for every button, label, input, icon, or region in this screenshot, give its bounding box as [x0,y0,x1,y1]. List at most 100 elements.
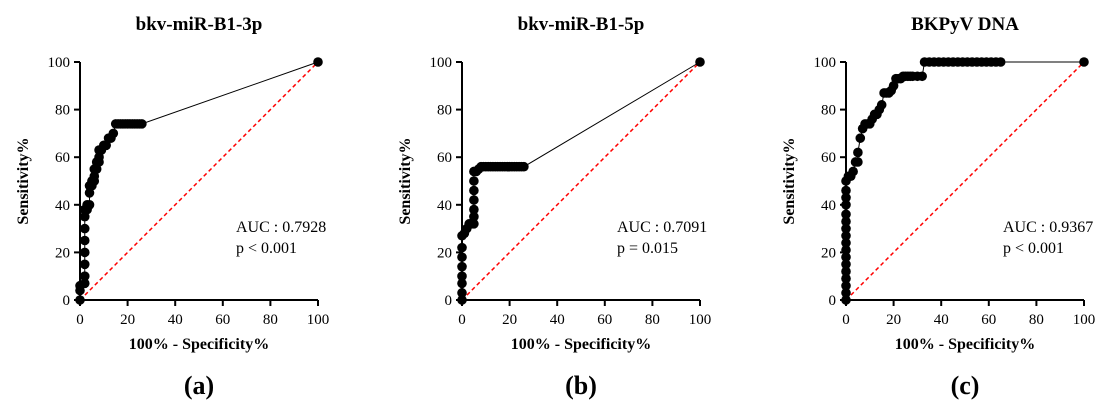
data-point [457,295,467,305]
data-point [457,252,467,262]
y-tick-label: 40 [437,198,452,214]
reference-line [79,61,319,301]
x-tick-label: 100 [689,312,712,328]
data-point [79,278,90,289]
y-tick-label: 40 [55,198,70,214]
reference-line [845,61,1085,301]
data-point [855,133,866,143]
x-tick-label: 60 [215,312,230,328]
x-axis-label: 100% - Specificity% [129,336,269,353]
y-tick-label: 80 [55,103,70,119]
data-point [75,295,85,305]
y-tick-label: 60 [55,150,70,166]
x-tick-label: 0 [842,312,850,328]
y-tick-label: 20 [821,245,836,261]
data-point [457,261,467,272]
data-point [469,185,479,196]
y-tick-label: 0 [445,293,453,309]
y-axis-label: Sensitivity% [15,137,32,224]
data-point [841,230,851,241]
data-point [841,238,851,248]
data-point [469,204,479,215]
data-point [841,192,851,203]
x-tick-label: 40 [934,312,949,328]
auc-annotation: AUC : 0.7928 [236,219,326,236]
x-tick-label: 80 [645,312,660,328]
data-point [841,185,851,196]
x-axis-label: 100% - Specificity% [895,336,1035,353]
y-tick-label: 100 [48,55,71,71]
data-point [79,247,90,258]
data-point [469,219,479,229]
data-point [457,271,467,282]
reference-line [461,61,701,301]
data-point [841,216,851,227]
data-point [848,166,858,177]
chart-title: BKPyV DNA [911,14,1019,35]
data-point [841,266,851,277]
data-point [1079,57,1089,67]
x-tick-label: 40 [550,312,565,328]
x-tick-label: 60 [597,312,612,328]
data-point [841,295,851,305]
x-tick-label: 100 [307,312,330,328]
data-point [469,176,479,186]
y-tick-label: 40 [821,198,836,214]
y-tick-label: 60 [437,150,452,166]
y-tick-label: 0 [63,293,71,309]
y-tick-label: 80 [821,103,836,119]
data-point [79,271,90,282]
data-point [841,288,851,298]
data-point [457,288,467,298]
y-tick-label: 100 [814,55,837,71]
x-tick-label: 20 [120,312,135,328]
data-point [137,119,147,129]
data-point [519,161,529,172]
data-point [313,57,323,67]
chart-title: bkv-miR-B1-3p [136,14,263,35]
data-point [853,157,863,167]
p-value-annotation: p < 0.001 [1003,240,1064,257]
data-point [108,128,119,139]
y-axis-label: Sensitivity% [781,137,798,224]
data-point [841,200,851,210]
data-point [917,71,927,82]
p-value-annotation: p < 0.001 [236,240,297,257]
x-tick-label: 40 [168,312,183,328]
data-point [841,223,851,234]
data-point [853,147,863,158]
y-tick-label: 0 [829,293,837,309]
data-point [79,235,90,246]
data-point [79,259,90,270]
x-tick-label: 20 [502,312,517,328]
data-point [695,57,705,67]
panel-label: (c) [951,371,980,400]
data-point [469,211,479,222]
data-point [841,252,851,262]
y-axis-label: Sensitivity% [397,137,414,224]
auc-annotation: AUC : 0.7091 [617,219,707,236]
x-tick-label: 20 [886,312,901,328]
x-axis-label: 100% - Specificity% [511,336,651,353]
y-tick-label: 100 [430,55,453,71]
x-tick-label: 0 [76,312,84,328]
y-tick-label: 20 [437,245,452,261]
data-point [841,259,851,270]
data-point [457,278,467,289]
x-tick-label: 80 [1029,312,1044,328]
y-tick-label: 60 [821,150,836,166]
x-tick-label: 60 [981,312,996,328]
panel-label: (a) [184,371,214,400]
x-tick-label: 0 [458,312,466,328]
y-tick-label: 20 [55,245,70,261]
panel-label: (b) [565,371,597,400]
data-point [841,209,851,220]
data-point [469,195,479,205]
y-tick-label: 80 [437,103,452,119]
data-point [876,100,887,110]
data-point [841,245,851,255]
auc-annotation: AUC : 0.9367 [1003,219,1093,236]
data-point [841,280,851,291]
data-point [79,223,90,234]
